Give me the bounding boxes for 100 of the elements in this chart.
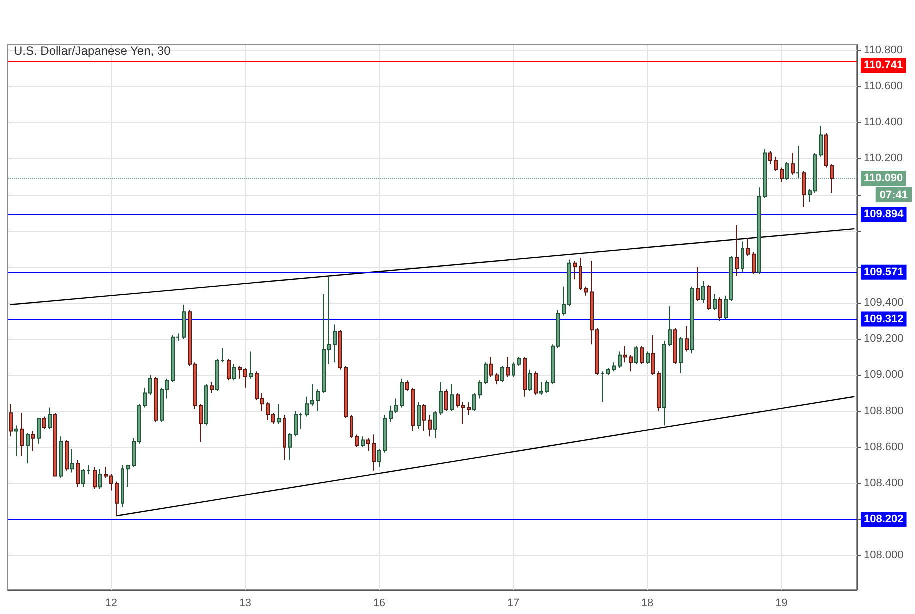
candlestick xyxy=(830,164,834,194)
candlestick xyxy=(433,410,437,439)
y-tick-label: 109.400 xyxy=(864,297,904,310)
y-tick-label: 109.200 xyxy=(864,333,904,346)
candlestick xyxy=(48,407,52,430)
candlestick xyxy=(405,380,409,392)
candlestick xyxy=(791,152,795,176)
candlestick xyxy=(93,466,97,490)
x-tick-label: 18 xyxy=(641,598,654,610)
candlestick xyxy=(70,448,74,474)
candlestick xyxy=(81,468,85,488)
candlestick xyxy=(350,414,353,439)
candlestick xyxy=(500,366,504,383)
candlestick xyxy=(523,356,527,398)
candlestick xyxy=(646,351,650,365)
y-tick-label: 110.600 xyxy=(864,80,903,93)
candlestick xyxy=(210,382,214,394)
candlestick xyxy=(400,378,404,408)
candlestick xyxy=(612,362,616,372)
candlestick xyxy=(411,387,415,432)
candlestick xyxy=(768,150,772,165)
candlestick xyxy=(115,481,119,517)
candlestick xyxy=(629,354,633,372)
candlestick xyxy=(361,436,365,448)
ref-line-label: 110.090 xyxy=(864,172,904,185)
candlestick xyxy=(372,434,376,472)
y-tick-label: 108.800 xyxy=(864,405,904,418)
candlestick xyxy=(316,389,320,412)
candlestick xyxy=(701,280,705,304)
candlestick xyxy=(20,412,24,457)
candlestick xyxy=(232,364,236,382)
candlestick xyxy=(796,146,800,180)
candlestick xyxy=(428,414,432,438)
candlestick xyxy=(227,358,231,382)
y-tick-label: 109.000 xyxy=(864,369,904,382)
y-tick-label: 110.400 xyxy=(864,116,903,129)
candlestick xyxy=(545,380,549,394)
x-tick-label: 17 xyxy=(507,598,520,610)
y-tick-label: 108.400 xyxy=(864,478,904,490)
candlestick xyxy=(774,156,778,172)
ref-line-label: 108.202 xyxy=(864,514,904,526)
x-tick-label: 16 xyxy=(373,598,386,610)
candlestick xyxy=(623,346,627,364)
candlestick xyxy=(98,468,102,490)
candlestick xyxy=(221,348,225,364)
x-tick-label: 19 xyxy=(775,598,788,610)
candlestick xyxy=(662,340,666,426)
candlestick xyxy=(757,187,761,275)
candlestick xyxy=(26,432,30,464)
candlestick xyxy=(484,362,488,385)
candlestick xyxy=(53,412,57,477)
candlestick xyxy=(696,266,700,302)
candlestick xyxy=(76,460,80,488)
candlestick xyxy=(584,286,588,296)
candlestick xyxy=(741,241,744,273)
candlestick xyxy=(819,126,823,158)
ref-line-label: 109.894 xyxy=(864,208,905,221)
candlestick xyxy=(495,372,499,385)
candlestick xyxy=(618,351,622,369)
chart-title: U.S. Dollar/Japanese Yen, 30 xyxy=(14,44,172,58)
candlestick xyxy=(9,404,13,438)
candlestick xyxy=(489,356,493,378)
candlestick xyxy=(383,414,387,454)
candlestick xyxy=(31,430,35,452)
candlestick xyxy=(422,404,426,432)
candlestick xyxy=(780,167,784,183)
candlestick xyxy=(204,384,208,426)
candlestick xyxy=(679,336,683,374)
candlestick xyxy=(182,304,186,340)
text: 07:41 xyxy=(880,190,908,202)
candlestick xyxy=(338,330,342,370)
ref-line-label: 109.571 xyxy=(864,266,904,278)
candlestick xyxy=(59,436,63,479)
candlestick xyxy=(439,382,443,416)
candlestick xyxy=(651,335,655,376)
candlestick xyxy=(444,389,448,412)
candlestick xyxy=(472,392,476,412)
candlestick xyxy=(65,440,69,472)
candlestick xyxy=(126,464,130,488)
candlestick xyxy=(752,252,756,275)
candlestick xyxy=(14,425,18,457)
candlestick xyxy=(668,306,672,347)
candlestick xyxy=(506,356,510,378)
ref-line-label: 110.741 xyxy=(864,60,904,72)
candlestick xyxy=(673,328,677,365)
candlestick xyxy=(685,326,689,352)
candlestick xyxy=(517,356,521,367)
x-tick-label: 13 xyxy=(239,598,252,610)
candlestick xyxy=(528,369,532,392)
ref-line-label: 109.312 xyxy=(864,313,904,326)
candlestick xyxy=(746,238,750,257)
candlestick xyxy=(154,376,158,423)
candlestick xyxy=(802,170,806,208)
candlestick xyxy=(657,371,661,412)
candlestick xyxy=(199,404,203,443)
candlestick xyxy=(333,324,337,364)
candlestick xyxy=(366,438,370,452)
candlestick xyxy=(377,448,381,468)
candlestick xyxy=(634,346,638,365)
y-tick-label: 110.800 xyxy=(864,44,903,56)
